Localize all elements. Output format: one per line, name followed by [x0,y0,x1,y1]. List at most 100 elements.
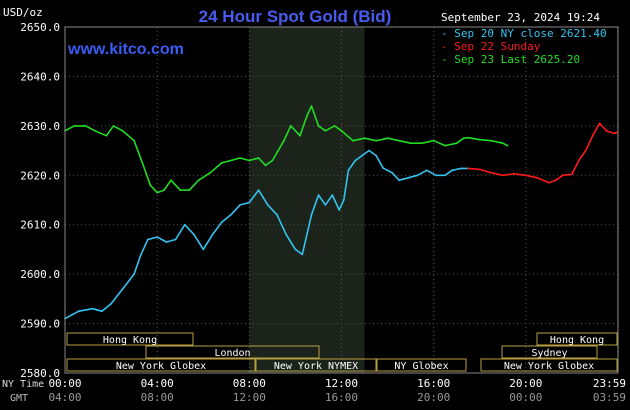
y-tick-label: 2630.0 [20,120,60,133]
x-gmt-label: GMT [10,393,28,404]
series-point [230,159,232,162]
series-point [536,176,539,179]
x-tick-gmt: 12:00 [233,391,266,404]
series-point [444,144,447,147]
series-point [257,157,260,159]
series-point [140,253,142,256]
session-label: New York Globex [504,361,594,372]
series-point [375,154,377,157]
nymex-shade [249,27,365,373]
y-tick-label: 2600.0 [20,268,60,281]
series-point [347,169,350,172]
series-point [451,169,453,172]
series-point [211,233,214,236]
legend-entry: - Sep 23 Last 2625.20 [441,53,580,66]
x-tick-ny: 23:59 [593,377,626,390]
series-point [121,129,124,132]
series-point [239,204,242,206]
x-tick-gmt: 16:00 [325,391,358,404]
series-point [598,122,601,125]
series-point [188,189,191,192]
series-point [183,223,186,226]
legend-entry: - Sep 22 Sunday [441,40,541,53]
x-tick-gmt: 08:00 [141,391,174,404]
series-point [142,164,145,167]
series-point [197,179,200,182]
series-point [416,174,419,177]
series-point [490,139,493,142]
x-ny-label: NY Time [2,379,44,390]
series-point [501,142,504,145]
session-box [376,358,467,372]
series-point [467,167,470,170]
series-point [548,181,550,184]
x-tick-ny: 00:00 [48,377,81,390]
series-point [174,238,177,241]
series-point [209,171,212,174]
y-tick-label: 2610.0 [20,219,60,232]
series-point [163,189,166,192]
series-point [73,125,76,127]
x-tick-gmt: 03:59 [593,391,626,404]
series-point [149,184,152,187]
series-point [506,144,509,147]
series-point [306,115,308,117]
series-point [467,136,470,139]
series-point [501,174,504,177]
series-point [591,134,594,137]
session-box [480,358,618,372]
timestamp: September 23, 2024 19:24 [441,11,600,24]
series-point [310,105,313,107]
x-tick-ny: 20:00 [509,377,542,390]
series-point [156,191,159,194]
session-box [66,358,256,372]
series-point [361,154,364,157]
series-point [425,169,428,172]
series-point [513,172,516,175]
plot-frame [64,26,619,374]
series-point [444,174,447,177]
series-point [342,199,345,201]
session-label: London [214,348,250,359]
series-point [105,134,108,137]
series-point [276,213,278,216]
series-point [239,157,242,159]
session-label: Sydney [531,348,567,359]
session-box [501,345,598,359]
series-point [324,129,327,132]
series-point [170,179,172,182]
series-point [455,142,458,145]
series-point [432,139,435,142]
series-point [571,173,573,176]
series-point [285,233,288,236]
series-point [554,179,557,182]
series-point [301,253,304,256]
series-point [165,241,168,243]
session-label: Hong Kong [103,335,157,346]
session-label: New York Globex [116,361,206,372]
x-tick-gmt: 00:00 [509,391,542,404]
series-point [409,142,412,145]
y-tick-label: 2590.0 [20,318,60,331]
units-label: USD/oz [3,6,43,19]
y-tick-label: 2620.0 [20,169,60,182]
series-point [202,248,205,251]
series-point [577,159,580,162]
series-point [299,134,301,137]
series-point [333,125,336,127]
series-point [220,221,223,224]
series-point [612,132,615,135]
session-box [145,345,320,359]
series-point [561,174,564,177]
series-point [156,236,159,239]
legend-entry: - Sep 20 NY close 2621.40 [441,27,607,40]
x-tick-ny: 16:00 [417,377,450,390]
series-point [230,213,232,216]
series-point [352,139,354,142]
series-point [363,137,366,140]
series-point [271,159,274,162]
series-point [398,139,400,142]
series-point [584,149,587,152]
session-box [255,358,377,372]
